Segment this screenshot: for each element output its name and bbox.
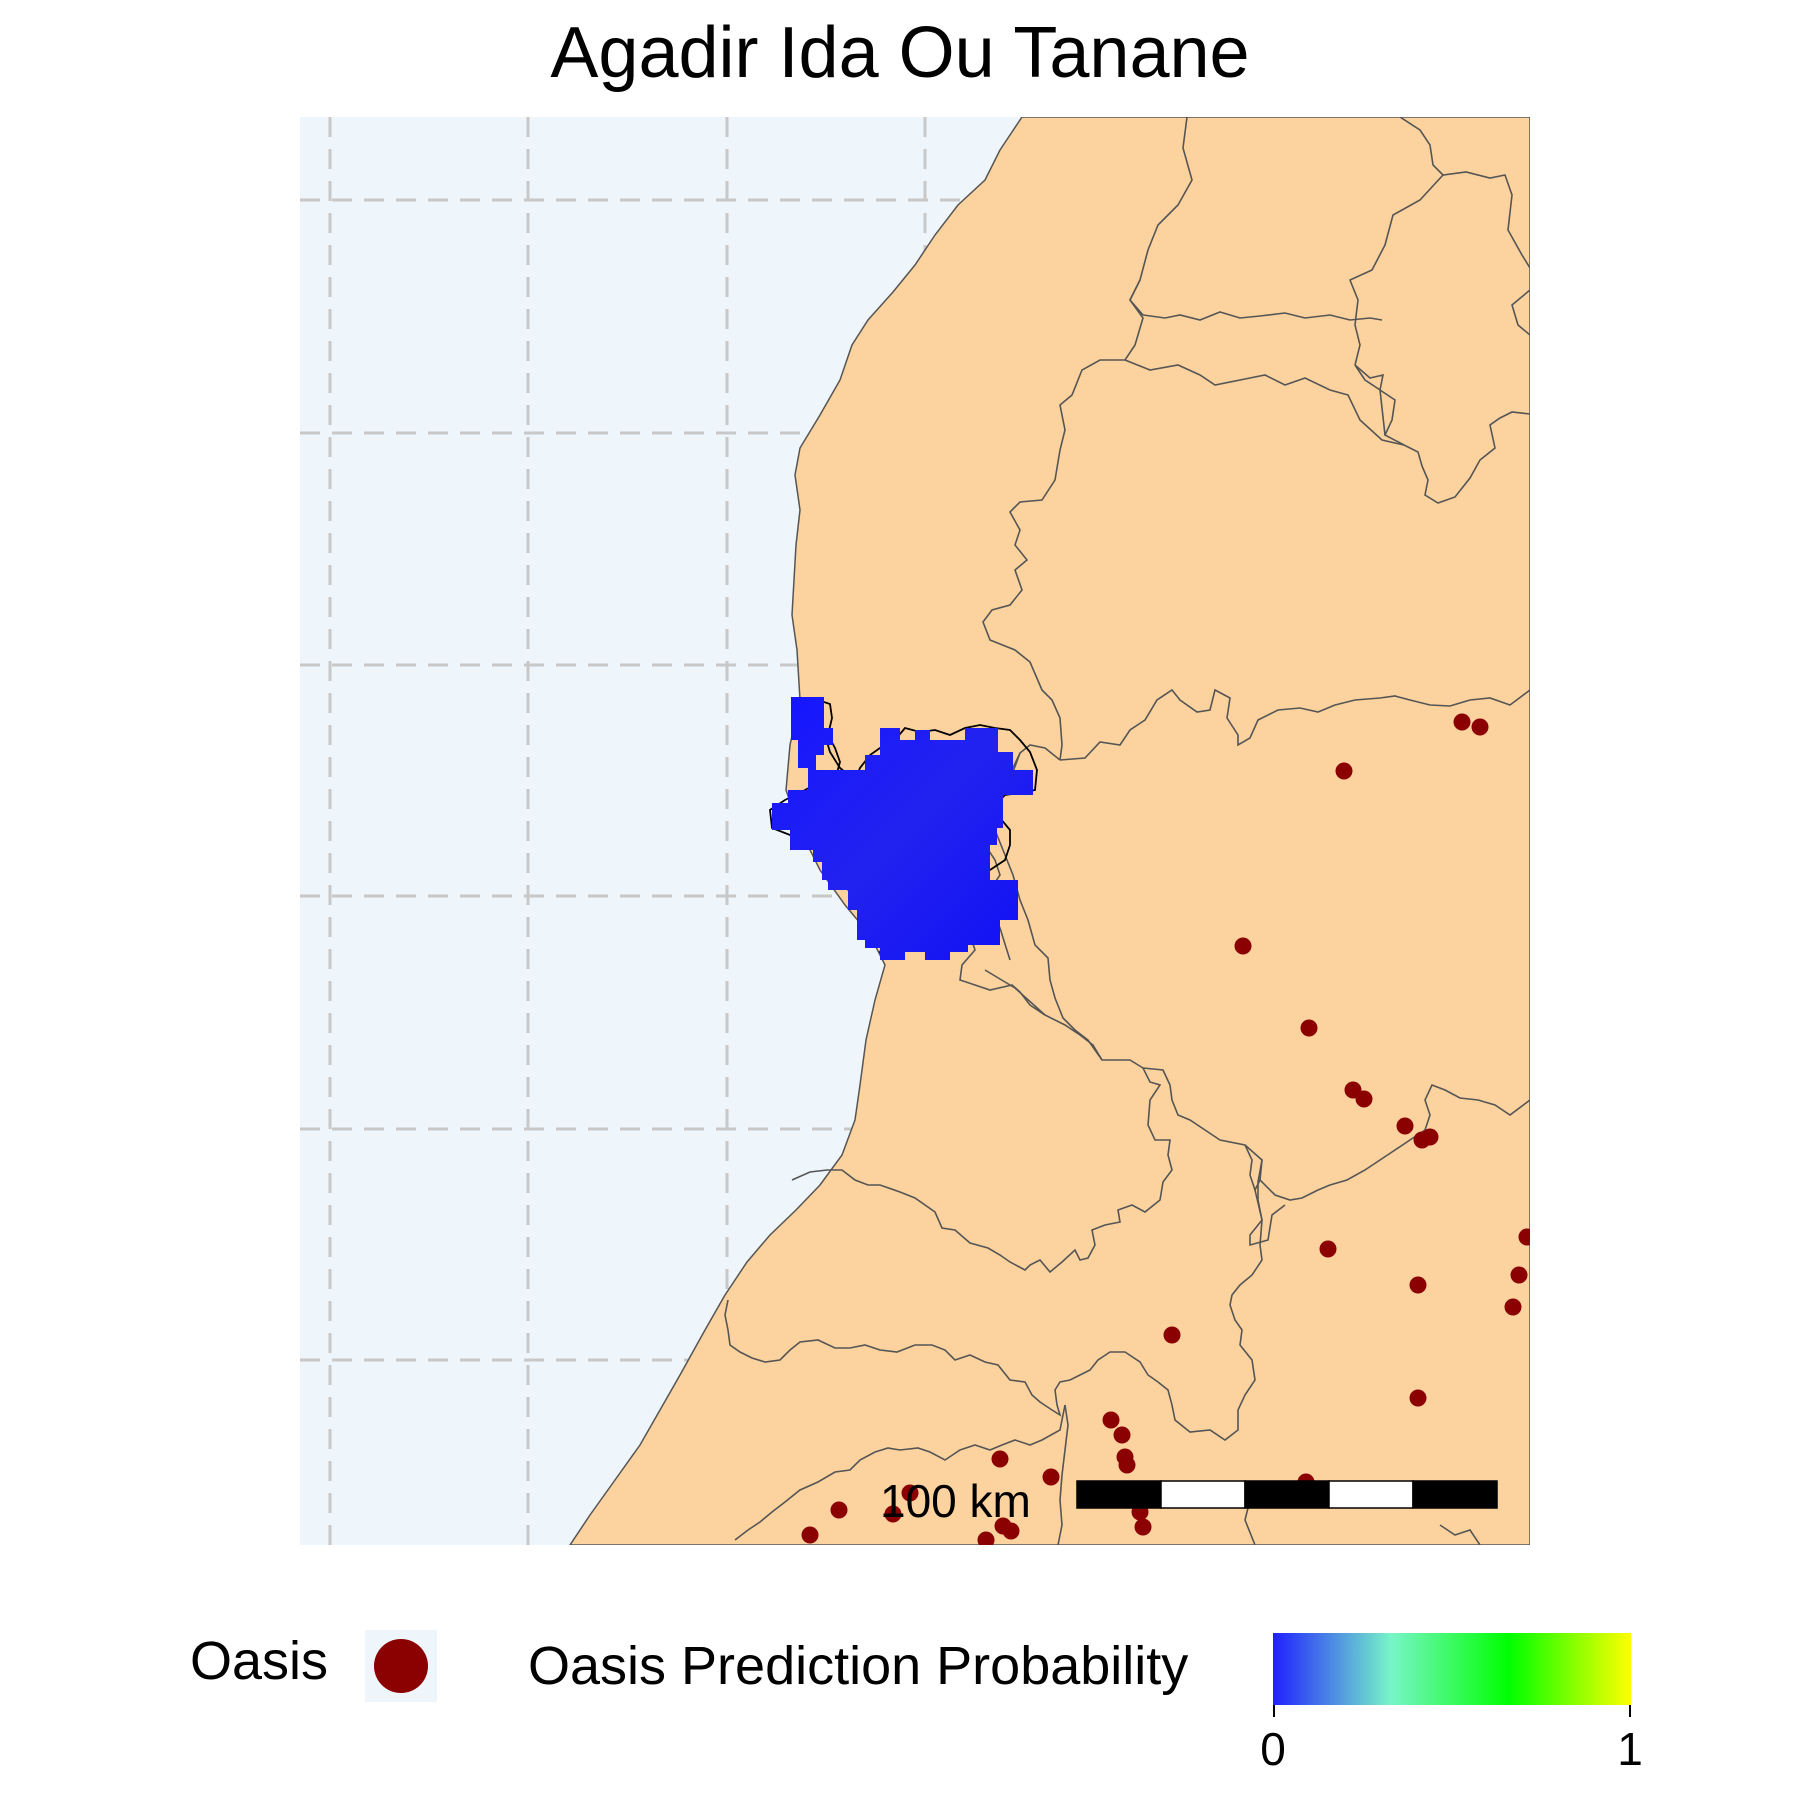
map-panel: 100 km	[300, 117, 1530, 1545]
oasis-legend-label: Oasis	[190, 1631, 329, 1691]
oasis-point	[1102, 1411, 1120, 1429]
oasis-point	[884, 1505, 902, 1523]
oasis-point	[1453, 713, 1471, 731]
scale-bar	[1076, 1480, 1498, 1509]
oasis-point	[1163, 1326, 1181, 1344]
probability-colorbar	[1273, 1633, 1631, 1705]
province-borders	[724, 117, 1530, 1545]
oasis-point	[1471, 718, 1489, 736]
probability-legend-label: Oasis Prediction Probability	[528, 1636, 1189, 1696]
oasis-prediction-raster	[772, 697, 1033, 960]
oasis-point	[1234, 937, 1252, 955]
oasis-point	[1396, 1117, 1414, 1135]
map-title: Agadir Ida Ou Tanane	[550, 13, 1250, 93]
colorbar-tick-min	[1273, 1705, 1275, 1717]
oasis-point	[1518, 1228, 1530, 1246]
oasis-point	[1118, 1456, 1136, 1474]
oasis-legend-key	[365, 1630, 437, 1702]
colorbar-tick-max	[1629, 1705, 1631, 1717]
oasis-point	[977, 1531, 995, 1545]
oasis-point	[991, 1450, 1009, 1468]
colorbar-max-label: 1	[1617, 1723, 1643, 1775]
oasis-point	[801, 1526, 819, 1544]
oasis-point	[1002, 1522, 1020, 1540]
oasis-point	[830, 1501, 848, 1519]
scale-bar-label: 100 km	[880, 1475, 1031, 1527]
oasis-point	[1300, 1019, 1318, 1037]
oasis-point	[1113, 1426, 1131, 1444]
oasis-point	[901, 1484, 919, 1502]
oasis-point	[1319, 1240, 1337, 1258]
oasis-point	[1134, 1518, 1152, 1536]
oasis-points	[801, 713, 1530, 1545]
oasis-point	[1355, 1090, 1373, 1108]
oasis-point	[1421, 1128, 1439, 1146]
oasis-point	[1042, 1468, 1060, 1486]
oasis-point	[1409, 1276, 1427, 1294]
oasis-legend-marker	[374, 1639, 428, 1693]
colorbar-min-label: 0	[1260, 1723, 1286, 1775]
oasis-point	[1335, 762, 1353, 780]
oasis-point	[1504, 1298, 1522, 1316]
oasis-point	[1510, 1266, 1528, 1284]
oasis-point	[1409, 1389, 1427, 1407]
